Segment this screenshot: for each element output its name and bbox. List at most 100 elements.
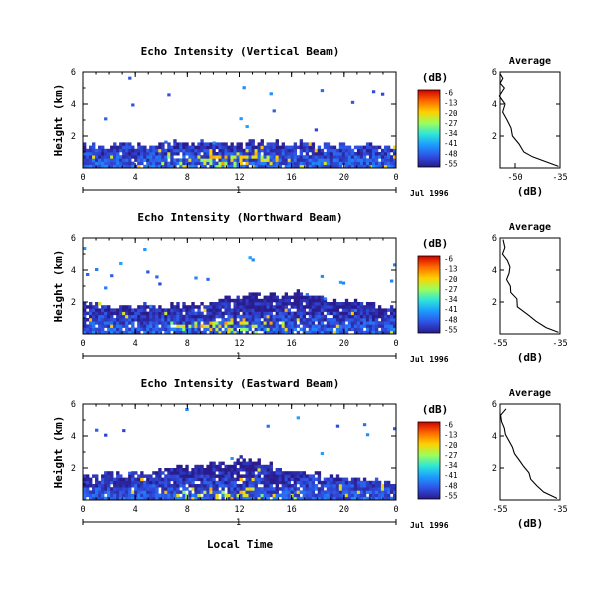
heatmap-cell [179, 324, 183, 328]
heatmap-cell [269, 302, 273, 306]
heatmap-cell [203, 327, 207, 332]
heatmap-cell [227, 471, 231, 475]
heatmap-cell [227, 477, 231, 482]
heatmap-cell [248, 493, 252, 498]
heatmap-cell [248, 487, 252, 491]
heatmap-cell [200, 496, 204, 501]
heatmap-cell [119, 480, 123, 485]
heatmap-cell [299, 145, 304, 150]
heatmap-cell [335, 161, 340, 166]
x-tick-label: 0 [80, 339, 85, 349]
heatmap-cell [215, 487, 219, 491]
heatmap-cell [92, 155, 96, 159]
heatmap-cell [389, 158, 394, 162]
heatmap-cell [176, 161, 180, 166]
heatmap-cell [347, 305, 352, 309]
heatmap-cell [122, 314, 126, 319]
heatmap-cell [128, 164, 132, 169]
heatmap-cells [83, 76, 397, 169]
heatmap-cell [140, 145, 144, 150]
heatmap-cell [101, 318, 105, 322]
heatmap-cell [293, 142, 298, 146]
heatmap-cell [371, 480, 376, 485]
heatmap-cell [122, 493, 126, 498]
heatmap-cell [98, 324, 102, 328]
heatmap-cell [251, 302, 255, 306]
heatmap-cell [365, 496, 370, 501]
heatmap-cell [263, 152, 267, 156]
heatmap-cell [275, 330, 279, 335]
heatmap-cell [89, 152, 93, 156]
heatmap-cell [362, 490, 367, 494]
heatmap-cell [149, 155, 153, 159]
avg-x-tick-label: -50 [507, 173, 522, 183]
heatmap-cell [308, 308, 313, 312]
heatmap-cell [278, 477, 282, 482]
heatmap-cell [251, 155, 255, 159]
heatmap-cell [107, 314, 111, 319]
heatmap-cell [125, 496, 129, 501]
heatmap-cell [344, 327, 349, 332]
heatmap-cell [146, 493, 150, 498]
heatmap-cell [248, 295, 252, 300]
heatmap-cell [98, 311, 102, 316]
heatmap-cell [371, 314, 376, 319]
heatmap-cell [332, 308, 337, 312]
panel-title: Echo Intensity (Eastward Beam) [141, 377, 340, 390]
heatmap-cell [365, 490, 370, 494]
heatmap-cell [326, 484, 331, 488]
heatmap-cell [311, 477, 316, 482]
heatmap-cell [389, 279, 394, 283]
heatmap-cell [89, 496, 93, 501]
heatmap-cell [227, 490, 231, 494]
heatmap-cell [272, 318, 276, 322]
heatmap-cell [293, 480, 298, 485]
heatmap-cell [371, 311, 376, 316]
heatmap-cell [179, 468, 183, 472]
heatmap-cell [248, 152, 252, 156]
heatmap-cell [362, 155, 367, 159]
heatmap-cell [338, 305, 343, 309]
heatmap-cell [272, 158, 276, 162]
heatmap-cell [191, 311, 195, 316]
heatmap-cell [95, 318, 99, 322]
heatmap-cell [392, 152, 397, 156]
heatmap-cell [233, 314, 237, 319]
heatmap-cell [92, 161, 96, 166]
heatmap-cell [329, 318, 334, 322]
heatmap-cell [272, 327, 276, 332]
heatmap-cell [146, 270, 150, 274]
heatmap-cell [197, 477, 201, 482]
heatmap-cell [239, 324, 243, 328]
heatmap-cell [296, 164, 301, 169]
heatmap-cell [224, 318, 228, 322]
heatmap-cell [119, 318, 123, 322]
heatmap-cell [203, 164, 207, 169]
heatmap-cell [242, 308, 246, 312]
heatmap-cell [140, 474, 144, 478]
heatmap-cell [236, 302, 240, 306]
heatmap-cell [185, 318, 189, 322]
heatmap-cell [281, 484, 285, 488]
heatmap-cell [344, 496, 349, 501]
heatmap-cell [383, 480, 388, 485]
heatmap-cell [98, 318, 102, 322]
heatmap-cell [143, 164, 147, 169]
heatmap-cell [182, 305, 186, 309]
heatmap-cell [383, 324, 388, 328]
heatmap-cell [200, 490, 204, 494]
heatmap-cell [290, 152, 295, 156]
heatmap-cell [251, 324, 255, 328]
heatmap-cell [149, 161, 153, 166]
heatmap-cell [221, 302, 225, 306]
heatmap-cell [161, 493, 165, 498]
colorbar-unit: (dB) [422, 237, 449, 250]
heatmap-cell [383, 152, 388, 156]
heatmap-cell [101, 314, 105, 319]
heatmap-cell [188, 490, 192, 494]
heatmap-cell [299, 496, 304, 501]
heatmap-cell [269, 493, 273, 498]
heatmap-cell [200, 302, 204, 306]
heatmap-cell [179, 164, 183, 169]
heatmap-cell [371, 305, 376, 309]
